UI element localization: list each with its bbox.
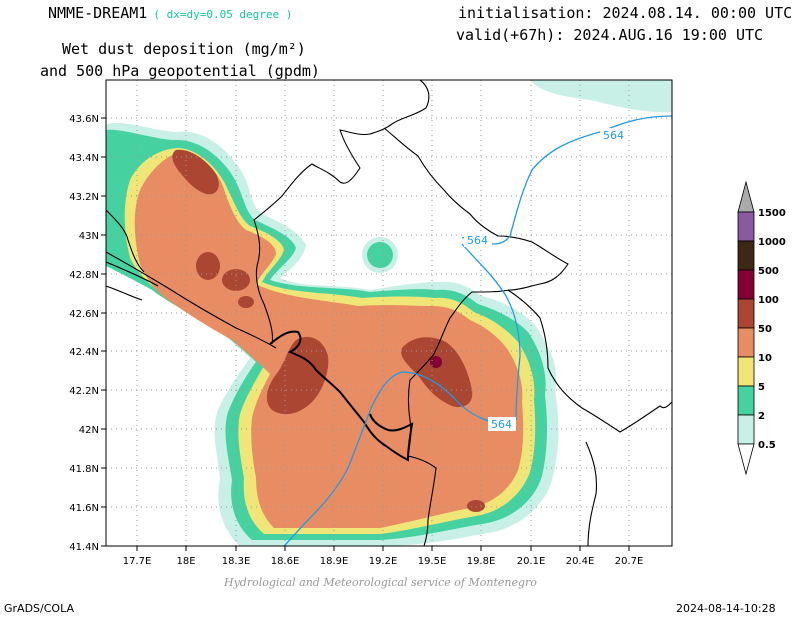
lat-label: 43.6N (69, 114, 99, 125)
color-legend: 1500 1000 500 100 50 10 5 2 0.5 (737, 180, 786, 476)
legend-label: 10 (758, 353, 772, 364)
software-credit: GrADS/COLA (4, 602, 74, 615)
legend-label: 1500 (758, 208, 786, 219)
legend-swatch (737, 240, 755, 271)
contour-label: 564 (467, 234, 488, 247)
lon-label: 19.2E (369, 556, 398, 567)
contour-label-group: 564 564 564 (464, 128, 628, 431)
lat-label: 43.4N (69, 153, 99, 164)
resolution-note: ( dx=dy=0.05 degree ) (153, 8, 293, 21)
legend-bottom-arrow (737, 443, 755, 476)
legend-label: 5 (758, 382, 765, 393)
legend-swatch (737, 356, 755, 387)
lat-label: 42.8N (69, 270, 99, 281)
dust-level-50 (172, 149, 485, 512)
initialisation-time: initialisation: 2024.08.14. 00:00 UTC (458, 4, 793, 22)
lon-label: 19.5E (418, 556, 447, 567)
lat-label: 42.6N (69, 309, 99, 320)
contour-label: 564 (491, 418, 512, 431)
legend-swatch (737, 211, 755, 242)
lat-label: 41.6N (69, 503, 99, 514)
lon-label: 20.7E (615, 556, 644, 567)
country-borders (106, 80, 672, 546)
lat-label: 41.8N (69, 464, 99, 475)
lat-label: 41.4N (69, 542, 99, 553)
render-timestamp: 2024-08-14-10:28 (676, 602, 776, 615)
lon-label: 18.6E (271, 556, 300, 567)
lon-label: 20.1E (517, 556, 546, 567)
legend-swatch (737, 269, 755, 300)
montenegro-coast (269, 330, 414, 462)
legend-swatch (737, 327, 755, 358)
axis-ticks (101, 117, 630, 551)
valid-time: valid(+67h): 2024.AUG.16 19:00 UTC (456, 26, 764, 44)
lon-label: 20.4E (566, 556, 595, 567)
longitude-labels: 17.7E 18E 18.3E 18.6E 18.9E 19.2E 19.5E … (123, 556, 644, 567)
lon-label: 19.8E (467, 556, 496, 567)
lat-label: 42N (79, 425, 99, 436)
dust-level-10 (134, 152, 524, 528)
dust-plume-ne (530, 80, 672, 113)
legend-swatch (737, 414, 755, 445)
dust-level-100 (430, 356, 442, 368)
legend-top-arrow (737, 180, 755, 213)
lat-label: 43.2N (69, 192, 99, 203)
lon-label: 18.9E (320, 556, 349, 567)
legend-label: 1000 (758, 237, 786, 248)
latitude-labels: 43.6N 43.4N 43.2N 43N 42.8N 42.6N 42.4N … (69, 114, 99, 553)
legend-label: 500 (758, 266, 779, 277)
legend-label: 2 (758, 411, 765, 422)
legend-label: 0.5 (758, 440, 776, 451)
source-credit: Hydrological and Meteorological service … (224, 576, 537, 589)
variable-title-line1: Wet dust deposition (mg/m²) (62, 40, 306, 58)
lat-label: 42.2N (69, 386, 99, 397)
contour-label: 564 (603, 129, 624, 142)
lon-label: 17.7E (123, 556, 152, 567)
legend-label: 50 (758, 324, 772, 335)
lon-label: 18E (176, 556, 195, 567)
variable-title-line2: and 500 hPa geopotential (gpdm) (40, 62, 320, 80)
lat-label: 43N (79, 231, 99, 242)
legend-label: 100 (758, 295, 779, 306)
legend-swatch (737, 385, 755, 416)
model-title: NMME-DREAM1 ( dx=dy=0.05 degree ) (48, 4, 292, 22)
legend-swatch (737, 298, 755, 329)
dust-field (106, 80, 672, 546)
model-name: NMME-DREAM1 (48, 4, 148, 22)
dust-island-2 (367, 242, 393, 268)
lat-label: 42.4N (69, 347, 99, 358)
lon-label: 18.3E (222, 556, 251, 567)
